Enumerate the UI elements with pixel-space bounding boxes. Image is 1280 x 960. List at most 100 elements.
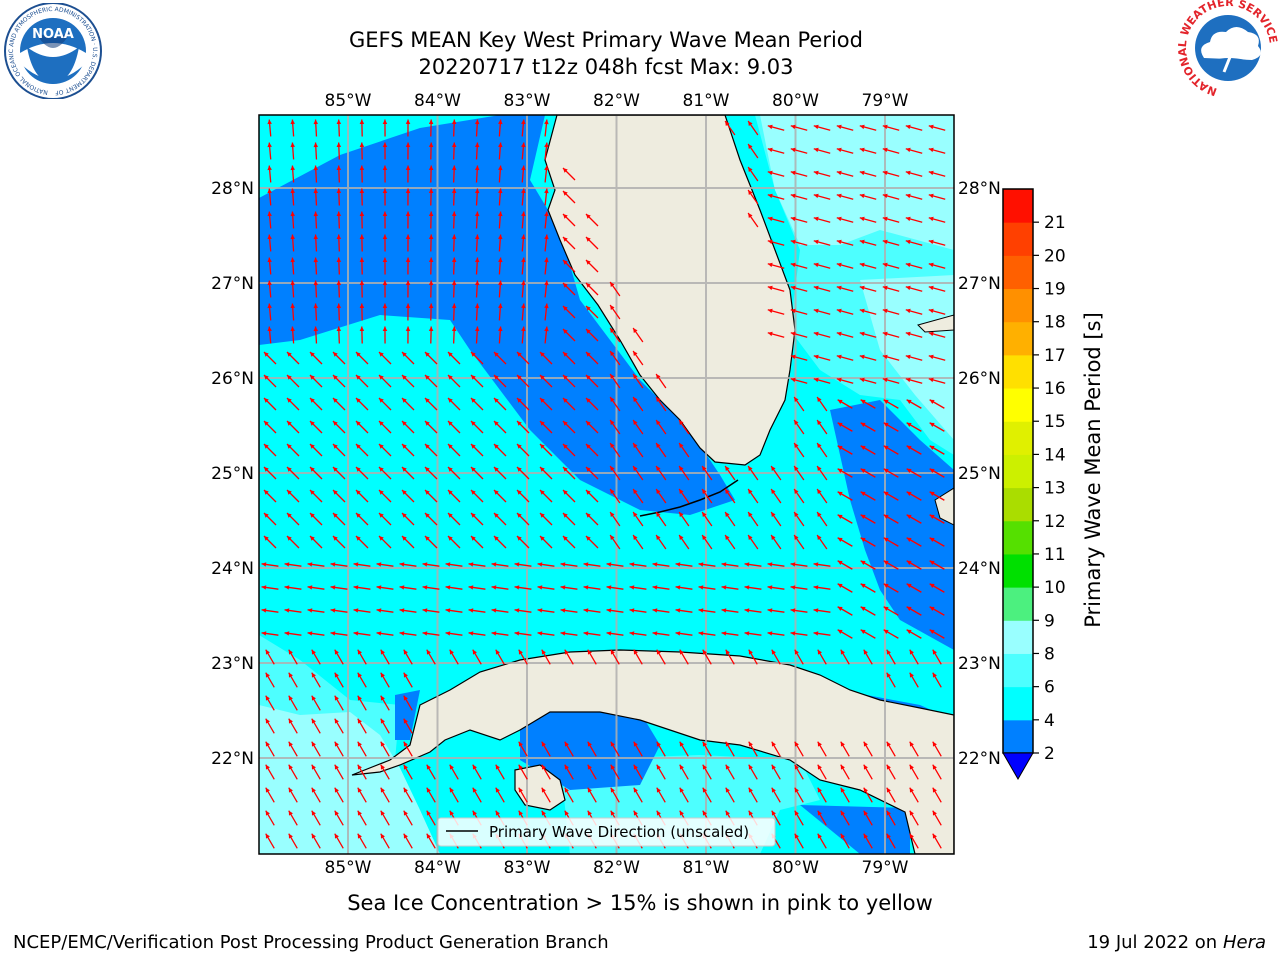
wave-direction-arrow [859,170,877,177]
wave-direction-arrow [539,397,553,411]
footer-date: 19 Jul 2022 on Hera [1087,932,1266,953]
wave-direction-arrow [309,443,323,457]
graticule [259,115,954,854]
wave-direction-arrow [698,608,716,613]
colorbar-tick-label: 15 [1044,412,1066,432]
wave-direction-arrow [544,142,549,160]
wave-direction-arrow [859,193,877,200]
lat-label-left: 28°N [211,179,254,199]
wave-direction-arrow [816,534,828,550]
wave-direction-arrow [380,764,390,780]
wave-direction-arrow [882,331,900,338]
wave-direction-arrow [355,466,369,480]
wave-direction-arrow [909,741,919,757]
wave-direction-arrow [382,142,388,160]
noaa-logo: NATIONAL OCEANIC AND ATMOSPHERIC ADMINIS… [1,3,102,99]
wave-direction-arrow [541,741,551,757]
wave-direction-arrow [265,695,275,711]
wave-direction-arrow [516,351,530,365]
wave-direction-arrow [790,631,808,636]
wave-direction-arrow [263,397,277,411]
wave-direction-arrow [263,443,277,457]
colorbar-tick-label: 16 [1044,379,1066,399]
wave-direction-arrow [859,285,877,292]
wave-direction-arrow [859,308,877,315]
wave-direction-arrow [382,211,388,229]
wave-direction-arrow [498,142,503,160]
wave-direction-arrow [882,262,900,269]
wave-direction-arrow [928,331,946,338]
wave-direction-arrow [583,631,601,636]
wave-direction-arrow [610,787,620,803]
wave-direction-arrow [886,833,896,849]
wave-direction-arrow [313,211,319,229]
footer-machine: Hera [1222,932,1266,953]
wave-direction-arrow [288,672,298,688]
wave-direction-arrow [336,119,342,137]
colorbar-tick-label: 10 [1044,578,1066,598]
wave-direction-arrow [447,374,461,388]
wave-direction-arrow [790,216,808,223]
wave-direction-arrow [632,465,644,481]
wave-direction-arrow [744,562,762,567]
wave-direction-arrow [585,397,599,411]
wave-direction-arrow [790,562,808,567]
wave-direction-arrow [313,188,319,206]
lat-label-right: 24°N [958,559,1000,579]
wave-direction-arrow [309,489,323,503]
wave-direction-arrow [521,280,526,298]
wave-direction-arrow [860,422,876,432]
wave-direction-arrow [518,649,528,665]
wave-direction-arrow [451,326,457,344]
wave-direction-arrow [428,142,434,160]
wave-direction-arrow [470,374,484,388]
wave-direction-arrow [290,280,295,298]
wave-direction-arrow [286,535,300,549]
wave-direction-arrow [424,397,438,411]
wave-direction-arrow [405,303,411,321]
wave-direction-arrow [516,397,530,411]
wave-direction-arrow [359,234,365,252]
wave-direction-arrow [816,396,828,412]
colorbar-segment [1003,620,1033,654]
wave-direction-arrow [655,373,667,389]
wave-direction-arrow [491,608,509,613]
wave-direction-arrow [382,257,388,275]
wave-direction-arrow [771,764,781,780]
wave-direction-arrow [906,560,922,570]
wave-direction-arrow [495,764,505,780]
wave-direction-arrow [929,445,945,455]
wave-direction-arrow [859,216,877,223]
period-field-2-4-se [800,805,910,854]
lon-label-bottom: 85°W [325,858,372,878]
wave-direction-arrow [539,374,553,388]
colorbar-segment [1003,553,1033,588]
wave-direction-arrow [359,142,365,160]
wave-direction-arrow [359,257,365,275]
wave-direction-arrow [675,631,693,636]
wave-direction-arrow [491,585,509,590]
wave-direction-arrow [313,326,319,344]
wave-direction-arrow [313,280,319,298]
colorbar-ticks: 2 4 6 8 9 10 11 12 13 14 15 16 17 18 19 20 21 [1033,213,1066,764]
wave-direction-arrow [537,562,555,567]
wave-direction-arrow [288,764,298,780]
wave-direction-arrow [355,397,369,411]
wave-direction-arrow [905,377,923,384]
wave-direction-arrow [424,374,438,388]
wave-direction-arrow [840,741,850,757]
wave-direction-arrow [724,120,736,136]
wave-direction-arrow [790,239,808,246]
wave-direction-arrow [609,442,621,458]
wave-direction-arrow [560,585,578,590]
wave-direction-arrow [516,420,530,434]
wave-direction-arrow [401,489,415,503]
wave-direction-arrow [330,562,348,567]
wave-direction-arrow [451,257,457,275]
wave-direction-arrow [813,354,831,361]
lon-label-bottom: 81°W [683,858,730,878]
wave-direction-arrow [817,787,827,803]
wave-direction-arrow [451,188,457,206]
wave-direction-arrow [585,259,599,273]
wave-direction-arrow [906,514,922,524]
